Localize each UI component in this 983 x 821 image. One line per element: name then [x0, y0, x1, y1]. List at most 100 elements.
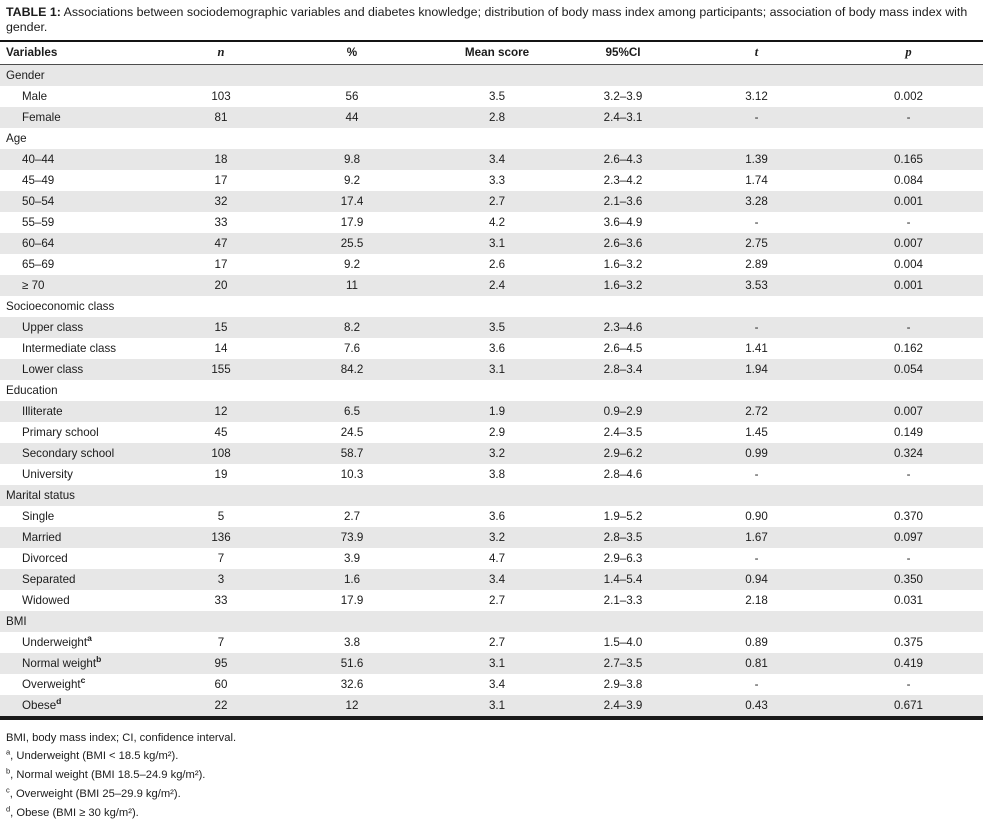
variable-label: Female [22, 110, 61, 124]
cell-n: 33 [214, 593, 228, 607]
cell-ci: 2.9–6.2 [603, 446, 643, 460]
variable-label: Secondary school [22, 446, 115, 460]
cell-ci: 2.9–6.3 [603, 551, 643, 565]
table-caption-text: Associations between sociodemographic va… [6, 5, 968, 35]
variable-label: Upper class [22, 320, 84, 334]
cell-p: 0.084 [893, 173, 923, 187]
cell-variable: Lower class [0, 359, 165, 380]
table-row: Single 5 2.7 3.6 1.9–5.2 0.90 0.370 [0, 506, 983, 527]
cell-n: 17 [214, 173, 228, 187]
cell-variable: Upper class [0, 317, 165, 338]
cell-t: 0.94 [745, 572, 768, 586]
cell-n: 155 [211, 362, 231, 376]
col-header-p: p [834, 40, 983, 65]
cell-variable: Primary school [0, 422, 165, 443]
cell-ci: 2.1–3.3 [603, 593, 643, 607]
cell-n: 33 [214, 215, 228, 229]
cell-mean: 3.6 [488, 341, 506, 355]
cell-pct: 11 [345, 278, 359, 292]
cell-mean: 2.4 [488, 278, 506, 292]
section-row: BMI [0, 610, 983, 632]
cell-p: 0.350 [893, 572, 923, 586]
cell-t: 3.53 [745, 278, 768, 292]
cell-variable: University [0, 464, 165, 485]
cell-pct: 7.6 [343, 341, 361, 355]
col-header-95ci: 95%CI [567, 40, 679, 65]
cell-ci: 2.4–3.9 [603, 698, 643, 712]
cell-variable: 40–44 [0, 149, 165, 170]
variable-label: University [22, 467, 73, 481]
cell-t: 2.89 [745, 257, 768, 271]
footnote-superscript: c [6, 785, 10, 795]
variable-label: Overweight [22, 677, 81, 691]
cell-mean: 3.2 [488, 530, 506, 544]
section-row: Education [0, 380, 983, 401]
variable-label: 40–44 [22, 152, 55, 166]
cell-mean: 2.7 [488, 194, 506, 208]
footnote-line: c, Overweight (BMI 25–29.9 kg/m²). [6, 785, 977, 801]
cell-t: 0.90 [745, 509, 768, 523]
table-header: Variables n % Mean score 95%CI t p [0, 40, 983, 65]
cell-ci: 2.8–4.6 [603, 467, 643, 481]
table-row: Intermediate class 14 7.6 3.6 2.6–4.5 1.41 0.1… [0, 338, 983, 359]
footnotes: BMI, body mass index; CI, confidence int… [0, 720, 983, 821]
cell-t: 1.45 [745, 425, 768, 439]
cell-n: 20 [214, 278, 228, 292]
cell-pct: 17.9 [340, 215, 364, 229]
cell-ci: 0.9–2.9 [603, 404, 643, 418]
cell-pct: 6.5 [343, 404, 361, 418]
cell-p: 0.007 [893, 236, 923, 250]
section-label: Marital status [6, 488, 75, 502]
col-header-t: t [679, 40, 834, 65]
col-header-percent: % [277, 40, 427, 65]
cell-ci: 1.6–3.2 [603, 257, 643, 271]
table-row: Separated 3 1.6 3.4 1.4–5.4 0.94 0.350 [0, 568, 983, 590]
table-row: University 19 10.3 3.8 2.8–4.6 - - [0, 464, 983, 485]
cell-t: 0.43 [745, 698, 768, 712]
table-row: Divorced 7 3.9 4.7 2.9–6.3 - - [0, 548, 983, 569]
cell-n: 7 [217, 635, 225, 649]
footnote-line: b, Normal weight (BMI 18.5–24.9 kg/m²). [6, 767, 977, 782]
cell-t: 1.67 [745, 530, 768, 544]
cell-variable: 60–64 [0, 233, 165, 254]
cell-t: 0.81 [745, 656, 768, 670]
cell-p: 0.001 [893, 278, 923, 292]
cell-variable: 45–49 [0, 170, 165, 191]
cell-mean: 3.4 [488, 152, 506, 166]
cell-variable: Obesed [0, 695, 165, 718]
cell-variable: Female [0, 107, 165, 128]
cell-p: 0.054 [893, 362, 923, 376]
cell-n: 18 [214, 152, 228, 166]
cell-mean: 2.8 [488, 110, 506, 124]
cell-pct: 9.2 [343, 257, 361, 271]
cell-mean: 2.9 [488, 425, 506, 439]
section-label: Socioeconomic class [6, 299, 115, 313]
table-row: Underweighta 7 3.8 2.7 1.5–4.0 0.89 0.375 [0, 632, 983, 653]
cell-pct: 25.5 [340, 236, 364, 250]
variable-superscript: b [96, 653, 102, 664]
cell-t: 1.41 [745, 341, 768, 355]
cell-t: 0.99 [745, 446, 768, 460]
table-caption-label: TABLE 1: [6, 5, 61, 19]
cell-ci: 2.4–3.5 [603, 425, 643, 439]
table-row: 50–54 32 17.4 2.7 2.1–3.6 3.28 0.001 [0, 190, 983, 212]
cell-variable: ≥ 70 [0, 275, 165, 296]
section-label: Gender [6, 68, 45, 82]
cell-variable: Normal weightb [0, 653, 165, 674]
cell-ci: 2.6–4.5 [603, 341, 643, 355]
header-row: Variables n % Mean score 95%CI t p [0, 40, 983, 65]
cell-variable: Male [0, 86, 165, 107]
cell-ci: 2.6–4.3 [603, 152, 643, 166]
cell-pct: 12 [345, 698, 359, 712]
cell-n: 81 [214, 110, 228, 124]
cell-pct: 3.9 [343, 551, 361, 565]
cell-ci: 2.3–4.2 [603, 173, 643, 187]
cell-mean: 3.5 [488, 89, 506, 103]
variable-label: Obese [22, 698, 57, 712]
cell-n: 19 [214, 467, 228, 481]
cell-t: 2.75 [745, 236, 768, 250]
cell-p: 0.002 [893, 89, 923, 103]
cell-ci: 3.6–4.9 [603, 215, 643, 229]
cell-pct: 56 [345, 89, 359, 103]
